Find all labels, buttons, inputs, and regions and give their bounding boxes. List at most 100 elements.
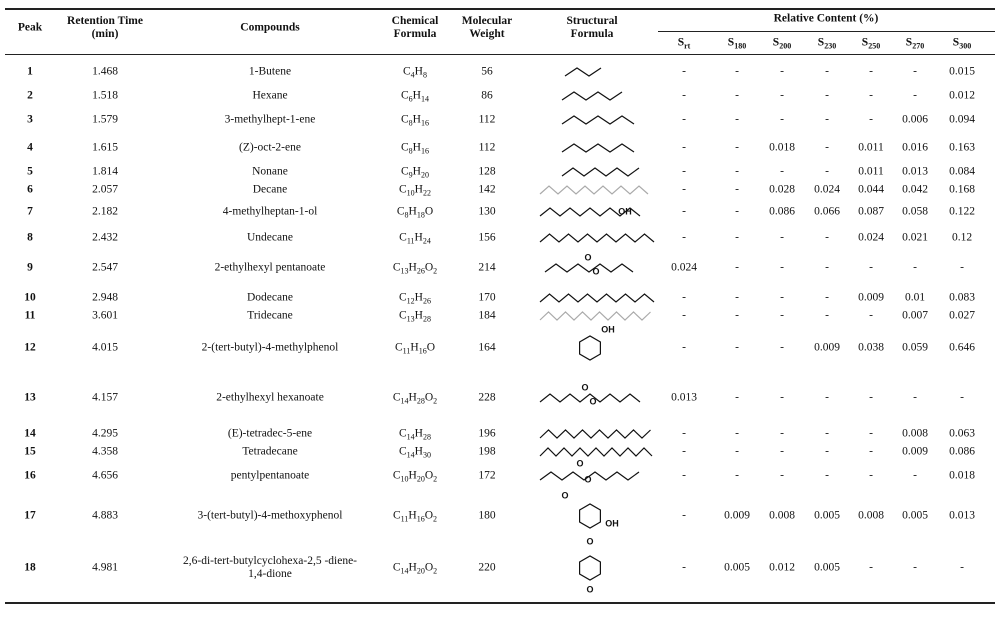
retention-time: 1.814 <box>92 165 118 178</box>
relative-content: 0.005 <box>814 561 840 574</box>
structure-stroke <box>579 335 601 361</box>
structure-stroke <box>539 393 641 403</box>
retention-time: 4.656 <box>92 469 118 482</box>
structure-atom-label: O <box>589 396 597 407</box>
compound-name: Tridecane <box>247 309 293 322</box>
relative-content: - <box>780 261 784 274</box>
structure-stroke <box>539 471 640 481</box>
relative-content: - <box>735 205 739 218</box>
relative-content: 0.086 <box>949 445 975 458</box>
peak-number: 14 <box>24 427 36 440</box>
retention-time: 2.182 <box>92 205 118 218</box>
structure-atom-label: O <box>581 382 589 393</box>
relative-content: - <box>913 469 917 482</box>
sample-header: Srt <box>677 36 691 51</box>
molecular-weight: 142 <box>478 183 496 196</box>
relative-content: 0.028 <box>769 183 795 196</box>
relative-content: - <box>735 261 739 274</box>
relative-content: - <box>735 89 739 102</box>
relative-content: - <box>825 165 829 178</box>
structure-stroke <box>539 429 651 439</box>
chemical-formula: C14H28 <box>399 427 431 442</box>
relative-content: - <box>682 89 686 102</box>
relative-content: 0.024 <box>814 183 840 196</box>
relative-content: 0.168 <box>949 183 975 196</box>
chemical-formula: C11H16O <box>395 341 435 356</box>
compound-name: 2,6-di-tert-butylcyclohexa-2,5 -diene-1,… <box>182 555 358 580</box>
relative-content: - <box>869 113 873 126</box>
relative-content: - <box>869 261 873 274</box>
relative-content: 0.008 <box>858 509 884 522</box>
relative-content: 0.087 <box>858 205 884 218</box>
structure-stroke <box>539 447 653 457</box>
relative-content: - <box>780 291 784 304</box>
retention-time: 4.981 <box>92 561 118 574</box>
compounds-header: Compounds <box>240 21 300 34</box>
relative-content: 0.012 <box>949 89 975 102</box>
chemical-formula: C9H20 <box>401 165 429 180</box>
peak-number: 4 <box>27 141 33 154</box>
peak-number: 10 <box>24 291 36 304</box>
peak-number: 18 <box>24 561 36 574</box>
relative-content: - <box>682 183 686 196</box>
retention-time: 4.295 <box>92 427 118 440</box>
molecular-weight: 156 <box>478 231 496 244</box>
structure-stroke <box>544 263 634 273</box>
chemical-formula: C13H28 <box>399 309 431 324</box>
relative-content: 0.059 <box>902 341 928 354</box>
relative-content: - <box>960 561 964 574</box>
relative-content: - <box>735 309 739 322</box>
molecular-weight: 198 <box>478 445 496 458</box>
molecular-weight: 172 <box>478 469 496 482</box>
relative-content: - <box>780 89 784 102</box>
relative-content: 0.084 <box>949 165 975 178</box>
content-header: Relative Content (%) <box>773 12 879 25</box>
chemical-formula: C4H8 <box>403 65 427 80</box>
relative-content: - <box>825 65 829 78</box>
relative-content: 0.027 <box>949 309 975 322</box>
retention-time: 2.057 <box>92 183 118 196</box>
relative-content: 0.009 <box>902 445 928 458</box>
relative-content: 0.021 <box>902 231 928 244</box>
relative-content: - <box>913 261 917 274</box>
chemical-formula: C14H30 <box>399 445 431 460</box>
molecular-weight: 128 <box>478 165 496 178</box>
relative-content: 0.011 <box>858 141 884 154</box>
relative-content: - <box>869 561 873 574</box>
molecular-weight: 130 <box>478 205 496 218</box>
molecular-weight: 86 <box>481 89 493 102</box>
sample-header: S230 <box>817 36 837 51</box>
relative-content: - <box>825 89 829 102</box>
relative-content: - <box>825 261 829 274</box>
molecular-weight: 220 <box>478 561 496 574</box>
relative-content: - <box>869 65 873 78</box>
header-rule <box>5 54 995 55</box>
relative-content: 0.013 <box>902 165 928 178</box>
relative-content: 0.005 <box>902 509 928 522</box>
relative-content: - <box>735 113 739 126</box>
molecular-weight: 112 <box>478 141 496 154</box>
relative-content: - <box>913 391 917 404</box>
relative-content: - <box>682 141 686 154</box>
molecular-weight: 56 <box>481 65 493 78</box>
compound-name: 2-(tert-butyl)-4-methylphenol <box>201 341 339 354</box>
relative-content: - <box>780 231 784 244</box>
compound-name: Nonane <box>252 165 288 178</box>
chemical-formula: C12H26 <box>399 291 431 306</box>
relative-content: 0.01 <box>904 291 926 304</box>
sample-header: S200 <box>772 36 792 51</box>
compound-name: (E)-tetradec-5-ene <box>227 427 313 440</box>
relative-content: 0.038 <box>858 341 884 354</box>
structure-atom-label: O <box>561 490 569 501</box>
retention-time: 1.468 <box>92 65 118 78</box>
peak-number: 1 <box>27 65 33 78</box>
relative-content: 0.005 <box>724 561 750 574</box>
relative-content: 0.018 <box>949 469 975 482</box>
relative-content: - <box>825 445 829 458</box>
molecular-weight: 164 <box>478 341 496 354</box>
chemical-formula: C14H28O2 <box>392 391 438 406</box>
compound-name: 3-(tert-butyl)-4-methoxyphenol <box>197 509 343 522</box>
relative-content: - <box>735 183 739 196</box>
top-rule <box>5 8 995 10</box>
